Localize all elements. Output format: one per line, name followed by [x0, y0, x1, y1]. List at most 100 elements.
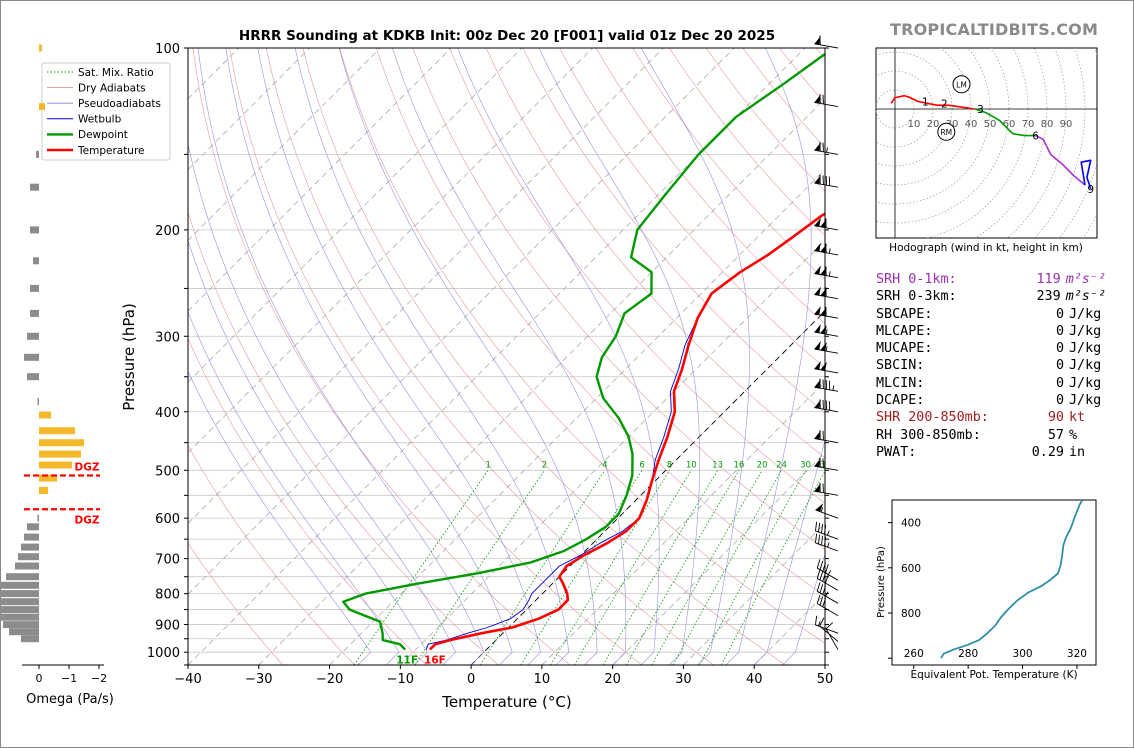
storm-motion-label: LM: [956, 80, 967, 89]
stat-label: SHR 200-850mb:: [876, 410, 989, 426]
hodograph-height-label: 1: [922, 96, 929, 108]
dry-adiabat: [559, 48, 825, 369]
stat-value: 0: [1055, 375, 1064, 391]
omega-bar: [0, 606, 39, 614]
barb-staff: [815, 624, 839, 634]
omega-bar: [0, 590, 39, 598]
hodograph-caption: Hodograph (wind in kt, height in km): [889, 242, 1083, 254]
stat-row: SRH 0-1km: 119 m²s⁻²: [876, 271, 1106, 288]
hodograph-inner: 10 20 30 40 50 60 70 80 90 1 2 3 6 9 LM RM: [876, 48, 1097, 238]
x-tick-label: −30: [245, 672, 272, 687]
hodograph-trace: [974, 108, 1036, 137]
barb-half: [827, 530, 830, 536]
pseudo-adiabat: [538, 48, 701, 665]
wind-barb: [814, 217, 839, 231]
isotherm-line: [400, 239, 825, 665]
omega-bar: [0, 581, 39, 589]
barb-flag: [820, 243, 827, 253]
mixing-ratio-line: [721, 470, 825, 665]
barb-staff: [825, 628, 839, 650]
barb-flag: [820, 307, 827, 316]
dry-adiabat: [188, 542, 284, 665]
legend-box: [41, 62, 171, 161]
hodograph-ring-label: 50: [984, 119, 997, 130]
pseudo-adiabat: [294, 48, 570, 665]
isotherm-line: [541, 381, 825, 665]
storm-motion-marker: [937, 122, 956, 141]
omega-bar: [27, 523, 39, 531]
y-tick-label: 200: [155, 224, 180, 239]
mixing-ratio-label: 20: [757, 460, 768, 470]
x-tick-label: 50: [817, 672, 834, 687]
barb-flag: [814, 399, 821, 409]
barb-half: [825, 329, 828, 335]
sounding-stats: SRH 0-1km: 119 m²s⁻² SRH 0-3km: 239 m²s⁻² SBCA…: [876, 271, 1106, 461]
omega-bar: [3, 621, 39, 629]
stat-row: SBCIN: 0 J/kg: [876, 357, 1106, 374]
barb-staff: [816, 577, 839, 591]
wind-barb: [814, 306, 839, 319]
dry-adiabat: [375, 48, 825, 597]
mixing-ratio-line: [353, 470, 489, 665]
barb-flag: [814, 94, 821, 104]
legend-label: Dry Adiabats: [78, 82, 146, 94]
hodograph-ring-label: 70: [1022, 119, 1035, 130]
mixing-ratio-line: [550, 470, 670, 665]
mixing-ratio-label: 13: [712, 460, 723, 470]
omega-bar: [39, 487, 48, 494]
x-tick-label: 10: [534, 672, 551, 687]
stat-unit: J/kg: [1069, 393, 1102, 409]
hodograph-height-label: 2: [941, 98, 948, 110]
x-tick-label: 40: [746, 672, 763, 687]
stat-row: SHR 200-850mb: 90 kt: [876, 409, 1106, 426]
barb-staff: [816, 567, 839, 581]
y-tick-label: 100: [155, 42, 180, 57]
hodograph-frame: [875, 47, 1098, 239]
mixing-ratio-label: 4: [602, 460, 607, 470]
barb-half: [825, 346, 828, 352]
barb-full: [815, 615, 818, 626]
mixing-ratio-line: [651, 470, 763, 665]
pseudo-adiabat: [641, 48, 750, 665]
barb-full: [816, 582, 821, 592]
stat-label: RH 300-850mb:: [876, 427, 981, 443]
barb-staff: [814, 43, 839, 49]
omega-tick-label: 0: [36, 672, 43, 685]
wind-barb: [814, 457, 839, 471]
stat-unit: J/kg: [1069, 375, 1102, 391]
barb-staff: [816, 603, 839, 617]
barb-full: [821, 535, 824, 546]
wind-barb: [814, 142, 839, 155]
barb-flag: [814, 306, 821, 315]
barb-full: [821, 523, 824, 534]
dry-adiabat: [595, 48, 825, 325]
mixing-ratio-label: 16: [733, 460, 744, 470]
barb-full: [825, 564, 829, 574]
wind-barb: [816, 569, 839, 591]
stat-unit: m²s⁻²: [1065, 272, 1106, 287]
pseudo-adiabat: [257, 48, 541, 665]
hodograph-trace: [1035, 134, 1086, 186]
dry-adiabat: [412, 48, 825, 550]
stat-unit: m²s⁻²: [1065, 289, 1106, 305]
stat-label: SRH 0-3km:: [876, 289, 957, 305]
mixing-ratio-label: 2: [542, 460, 547, 470]
stat-label: SBCAPE:: [876, 306, 933, 322]
pseudo-adiabat: [457, 48, 660, 665]
wind-barb: [814, 399, 839, 413]
wind-barb: [816, 594, 839, 617]
theta-e-profile: [940, 499, 1084, 659]
x-axis-label: Temperature (°C): [441, 693, 571, 711]
hodograph-height-label: 3: [977, 104, 984, 116]
series-dewpoint: [342, 52, 825, 651]
barb-flag: [814, 142, 821, 152]
stat-row: PWAT: 0.29 in: [876, 444, 1106, 461]
y-tick-label: 300: [155, 330, 180, 345]
barb-flag: [814, 35, 821, 45]
barb-flag: [815, 503, 824, 512]
omega-bar: [33, 257, 39, 265]
omega-tick-label: −2: [91, 672, 107, 685]
barb-full: [816, 594, 821, 604]
wind-barb: [814, 360, 839, 374]
wind-barb: [815, 615, 839, 634]
